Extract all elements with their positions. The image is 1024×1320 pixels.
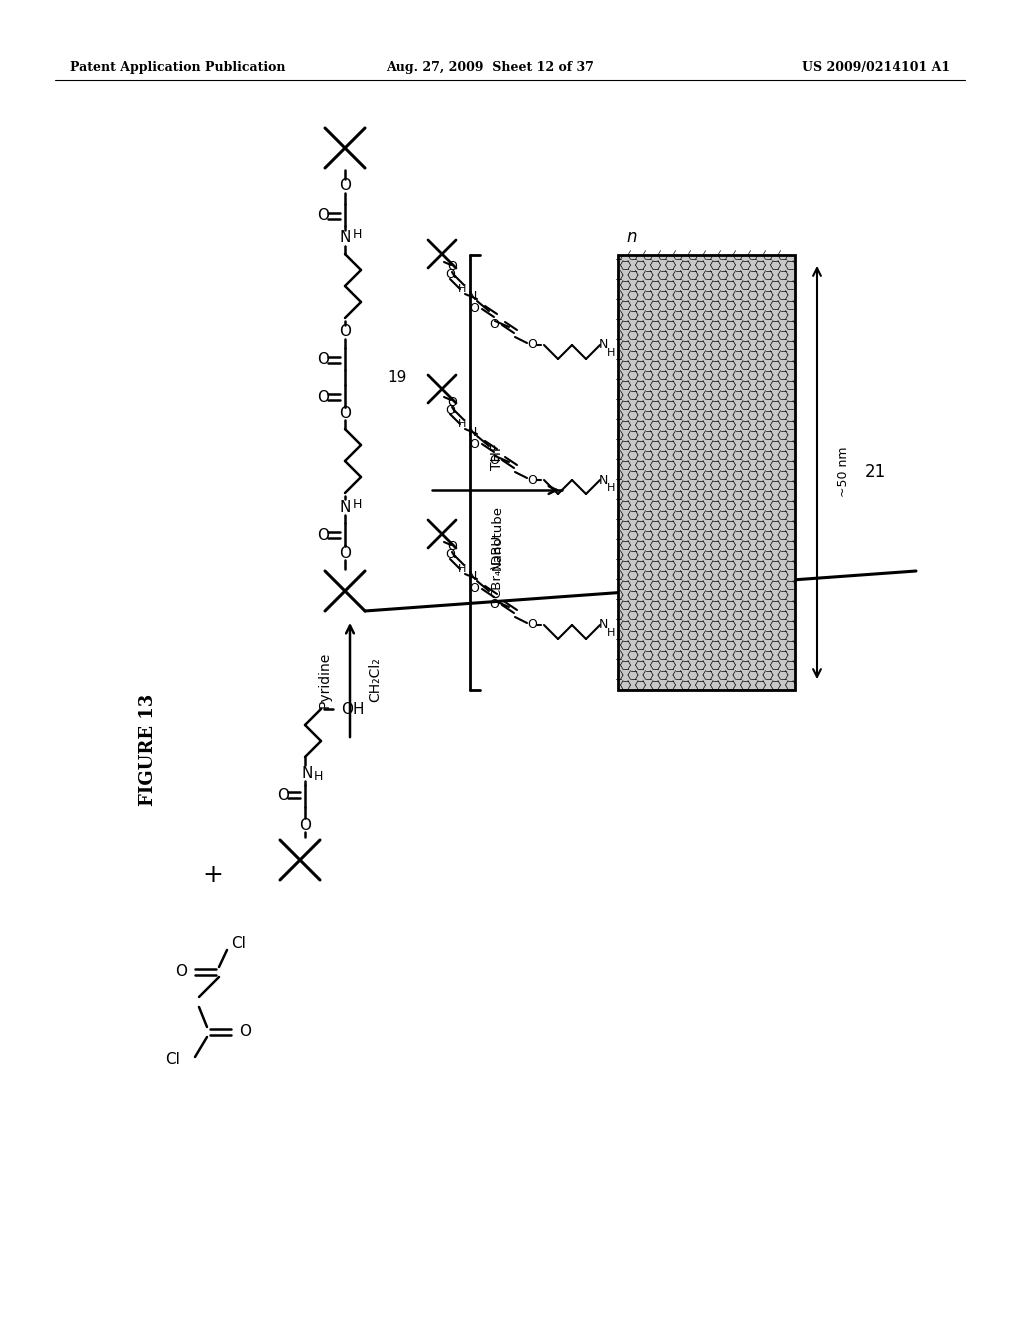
Text: O: O	[447, 260, 457, 273]
Text: O: O	[278, 788, 289, 803]
Text: O: O	[445, 268, 455, 281]
Text: O: O	[317, 209, 329, 223]
Text: OH: OH	[341, 701, 365, 717]
Text: O: O	[317, 528, 329, 543]
Text: FIGURE 13: FIGURE 13	[139, 694, 157, 807]
Text: N: N	[467, 570, 477, 583]
Text: N: N	[301, 766, 312, 780]
Text: +: +	[203, 863, 223, 887]
Text: H: H	[352, 498, 361, 511]
Text: US 2009/0214101 A1: US 2009/0214101 A1	[802, 61, 950, 74]
Text: 19: 19	[387, 371, 407, 385]
Text: H: H	[606, 348, 615, 358]
Text: O: O	[447, 540, 457, 553]
Text: O: O	[339, 545, 351, 561]
Text: N: N	[599, 338, 608, 351]
Text: O: O	[339, 178, 351, 194]
Text: Pyridine: Pyridine	[318, 652, 332, 708]
Text: O: O	[447, 396, 457, 408]
Text: N: N	[467, 290, 477, 304]
Text: H: H	[352, 228, 361, 242]
Text: Cl: Cl	[231, 936, 246, 952]
Text: Nanotube: Nanotube	[490, 506, 504, 570]
Text: O: O	[299, 817, 311, 833]
Text: O: O	[317, 389, 329, 404]
Text: O: O	[317, 352, 329, 367]
Text: O: O	[527, 338, 537, 351]
Text: CBr₄)DBU: CBr₄)DBU	[490, 535, 504, 598]
Text: O: O	[527, 619, 537, 631]
Text: N: N	[339, 499, 350, 515]
Text: O: O	[339, 405, 351, 421]
Text: CH₂Cl₂: CH₂Cl₂	[368, 657, 382, 702]
Text: O: O	[469, 302, 479, 315]
Text: H: H	[606, 628, 615, 638]
Text: Aug. 27, 2009  Sheet 12 of 37: Aug. 27, 2009 Sheet 12 of 37	[386, 61, 594, 74]
Text: H: H	[458, 564, 466, 574]
Text: ~50 nm: ~50 nm	[837, 446, 850, 498]
Text: H: H	[606, 483, 615, 492]
Text: 21: 21	[864, 463, 886, 480]
Bar	[618, 255, 795, 690]
Text: n: n	[627, 228, 637, 246]
Text: Patent Application Publication: Patent Application Publication	[70, 61, 286, 74]
Text: O: O	[175, 965, 187, 979]
Text: H: H	[458, 284, 466, 294]
Text: O: O	[239, 1024, 251, 1040]
Text: O: O	[489, 598, 499, 611]
Text: Cl: Cl	[165, 1052, 180, 1068]
Text: H: H	[458, 418, 466, 429]
Text: O: O	[469, 437, 479, 450]
Text: N: N	[599, 619, 608, 631]
Text: O: O	[445, 549, 455, 561]
Text: O: O	[445, 404, 455, 417]
Text: O: O	[527, 474, 537, 487]
Text: THF: THF	[490, 444, 504, 470]
Text: N: N	[467, 425, 477, 438]
Text: O: O	[489, 454, 499, 466]
Text: N: N	[339, 231, 350, 246]
Text: N: N	[599, 474, 608, 487]
Text: O: O	[469, 582, 479, 595]
Text: H: H	[313, 770, 323, 783]
Text: O: O	[489, 318, 499, 331]
Text: O: O	[339, 325, 351, 339]
